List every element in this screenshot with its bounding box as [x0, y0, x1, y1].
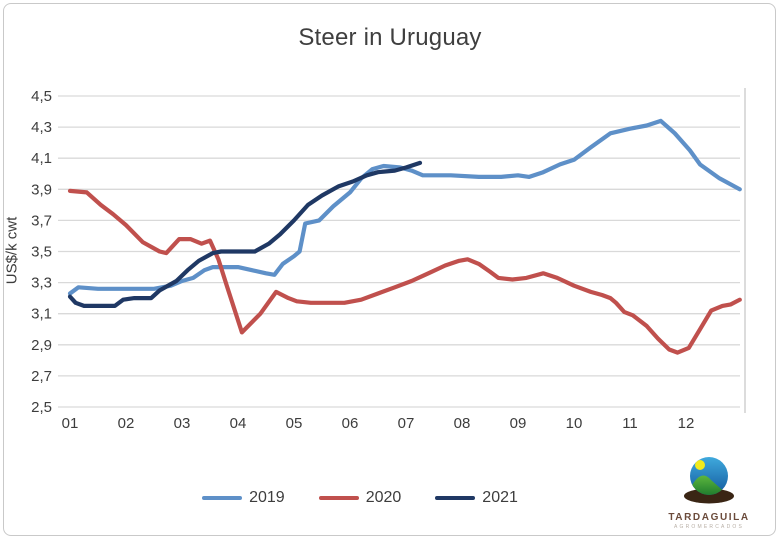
y-tick-label: 4,1 — [31, 150, 52, 167]
x-tick-label: 03 — [174, 415, 191, 432]
x-tick-label: 08 — [454, 415, 471, 432]
x-tick-label: 11 — [622, 415, 638, 432]
x-tick-label: 01 — [62, 415, 79, 432]
x-tick-label: 05 — [286, 415, 303, 432]
x-tick-label: 09 — [510, 415, 527, 432]
legend-item-2020: 2020 — [318, 489, 402, 507]
x-tick-label: 07 — [398, 415, 415, 432]
legend-label-2020: 2020 — [365, 489, 402, 506]
y-tick-label: 3,1 — [31, 306, 52, 323]
chart-title: Steer in Uruguay — [298, 24, 482, 51]
x-tick-label: 10 — [566, 415, 583, 432]
chart-canvas: 4,5 4,3 4,1 3,9 3,7 3,5 3,3 3,1 2,9 2,7 2,5 01 02 03 0… — [31, 88, 746, 432]
logo-subtext: AGROMERCADOS — [673, 524, 745, 530]
series-line-2019 — [67, 118, 742, 296]
y-tick-label: 4,5 — [31, 88, 52, 105]
chart-legend: 2019 2020 2021 — [0, 489, 720, 507]
y-tick-label: 3,9 — [31, 181, 52, 198]
y-tick-label: 4,3 — [31, 119, 52, 136]
x-tick-label: 02 — [118, 415, 135, 432]
x-tick-label: 04 — [230, 415, 247, 432]
legend-item-2021: 2021 — [435, 489, 518, 507]
y-tick-label: 3,3 — [31, 275, 52, 292]
y-tick-label: 2,5 — [31, 399, 52, 416]
legend-swatch-2019 — [202, 496, 243, 500]
tardaguila-logo-icon — [684, 457, 734, 504]
legend-swatch-2021 — [435, 496, 476, 500]
y-tick-label: 2,7 — [31, 368, 52, 385]
y-tick-label: 3,5 — [31, 244, 52, 261]
tardaguila-logo: TARDAGUILA AGROMERCADOS — [654, 454, 764, 530]
series-line-2021 — [67, 160, 423, 308]
logo-name: TARDAGUILA — [668, 512, 750, 523]
series-line-2020 — [67, 188, 742, 355]
y-tick-label: 3,7 — [31, 212, 52, 229]
legend-swatch-2020 — [318, 496, 359, 500]
legend-label-2019: 2019 — [249, 489, 285, 506]
legend-label-2021: 2021 — [482, 489, 518, 506]
x-tick-label: 06 — [342, 415, 359, 432]
y-tick-label: 2,9 — [31, 337, 52, 354]
legend-item-2019: 2019 — [202, 489, 285, 507]
chart-frame — [3, 3, 776, 536]
x-tick-label: 12 — [678, 415, 695, 432]
